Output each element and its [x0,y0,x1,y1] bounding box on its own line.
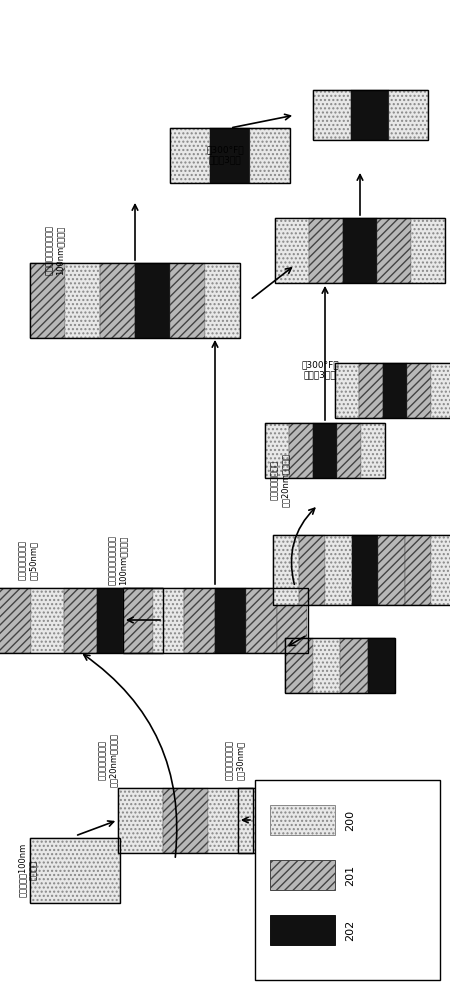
Bar [117,788,162,852]
Bar [135,262,170,338]
Bar [31,587,63,652]
Bar [337,788,369,852]
Bar [238,788,270,852]
Text: 在另一侧上电子束
蒸镀30nm铁: 在另一侧上电子束 蒸镀30nm铁 [225,740,245,780]
Text: 在另一侧上电子束
蒸镀50nm铁: 在另一侧上电子束 蒸镀50nm铁 [18,540,38,580]
Bar [210,127,250,182]
Bar [335,362,450,418]
Bar [377,218,411,282]
Bar [378,535,405,605]
Bar [162,788,207,852]
Bar [325,535,352,605]
Bar [65,262,100,338]
Bar [265,422,289,478]
Text: 200: 200 [345,809,355,831]
Bar [312,638,340,692]
Bar [273,535,299,605]
Bar [30,262,240,338]
Bar [246,587,277,652]
Bar [270,860,335,890]
Bar [369,788,402,852]
Bar [368,638,395,692]
Bar [153,587,184,652]
Bar [351,90,389,140]
Text: 在另一侧上电子束
蒸镀20nm二氧化硅: 在另一侧上电子束 蒸镀20nm二氧化硅 [98,733,118,787]
Bar [30,838,120,902]
Bar [309,218,343,282]
Bar [270,788,303,852]
Bar [30,838,120,902]
Bar [122,587,307,652]
Bar [359,362,383,418]
Bar [313,422,337,478]
Bar [170,127,290,182]
Bar [431,362,450,418]
Bar [352,535,378,605]
Bar [335,362,359,418]
Bar [100,262,135,338]
Bar [383,362,407,418]
Text: 在铁的上方电子束蒸镀
100nm二氧化硅: 在铁的上方电子束蒸镀 100nm二氧化硅 [108,535,128,585]
Bar [289,422,313,478]
Bar [275,218,309,282]
Bar [285,638,395,692]
Bar [96,587,130,652]
Bar [337,422,361,478]
Bar [170,262,205,338]
Bar [407,362,431,418]
Bar [255,780,440,980]
Bar [275,218,445,282]
Text: 在300°F下
热收缩3分钟: 在300°F下 热收缩3分钟 [206,145,244,165]
Text: 在铁的上方电子束蒸镀
100nm二氧化硅: 在铁的上方电子束蒸镀 100nm二氧化硅 [45,225,65,275]
Bar [343,218,377,282]
Bar [361,422,385,478]
Bar [431,535,450,605]
Bar [0,587,31,652]
Bar [207,788,252,852]
Bar [299,535,325,605]
Bar [312,90,427,140]
Bar [265,422,385,478]
Bar [170,127,210,182]
Text: 电子束蒸镀100nm
二氧化硅: 电子束蒸镀100nm 二氧化硅 [18,843,38,897]
Bar [312,90,351,140]
Bar [270,805,335,835]
Bar [184,587,215,652]
Bar [117,788,252,852]
Bar [285,638,312,692]
Bar [303,788,337,852]
Bar [340,638,368,692]
Bar [273,535,450,605]
Bar [238,788,402,852]
Bar [0,587,162,652]
Bar [389,90,428,140]
Bar [63,587,96,652]
Bar [205,262,240,338]
Text: 201: 201 [345,864,355,886]
Bar [277,587,307,652]
Text: 202: 202 [345,919,355,941]
Bar [130,587,162,652]
Text: 在300°F下
热收缩3分钟: 在300°F下 热收缩3分钟 [301,360,339,380]
Bar [122,587,153,652]
Text: 在铁的上方电子束
蒸镀20nm二氧化硅: 在铁的上方电子束 蒸镀20nm二氧化硅 [270,453,290,507]
Bar [270,915,335,945]
Bar [250,127,290,182]
Bar [405,535,431,605]
Bar [411,218,445,282]
Bar [30,262,65,338]
Bar [215,587,246,652]
